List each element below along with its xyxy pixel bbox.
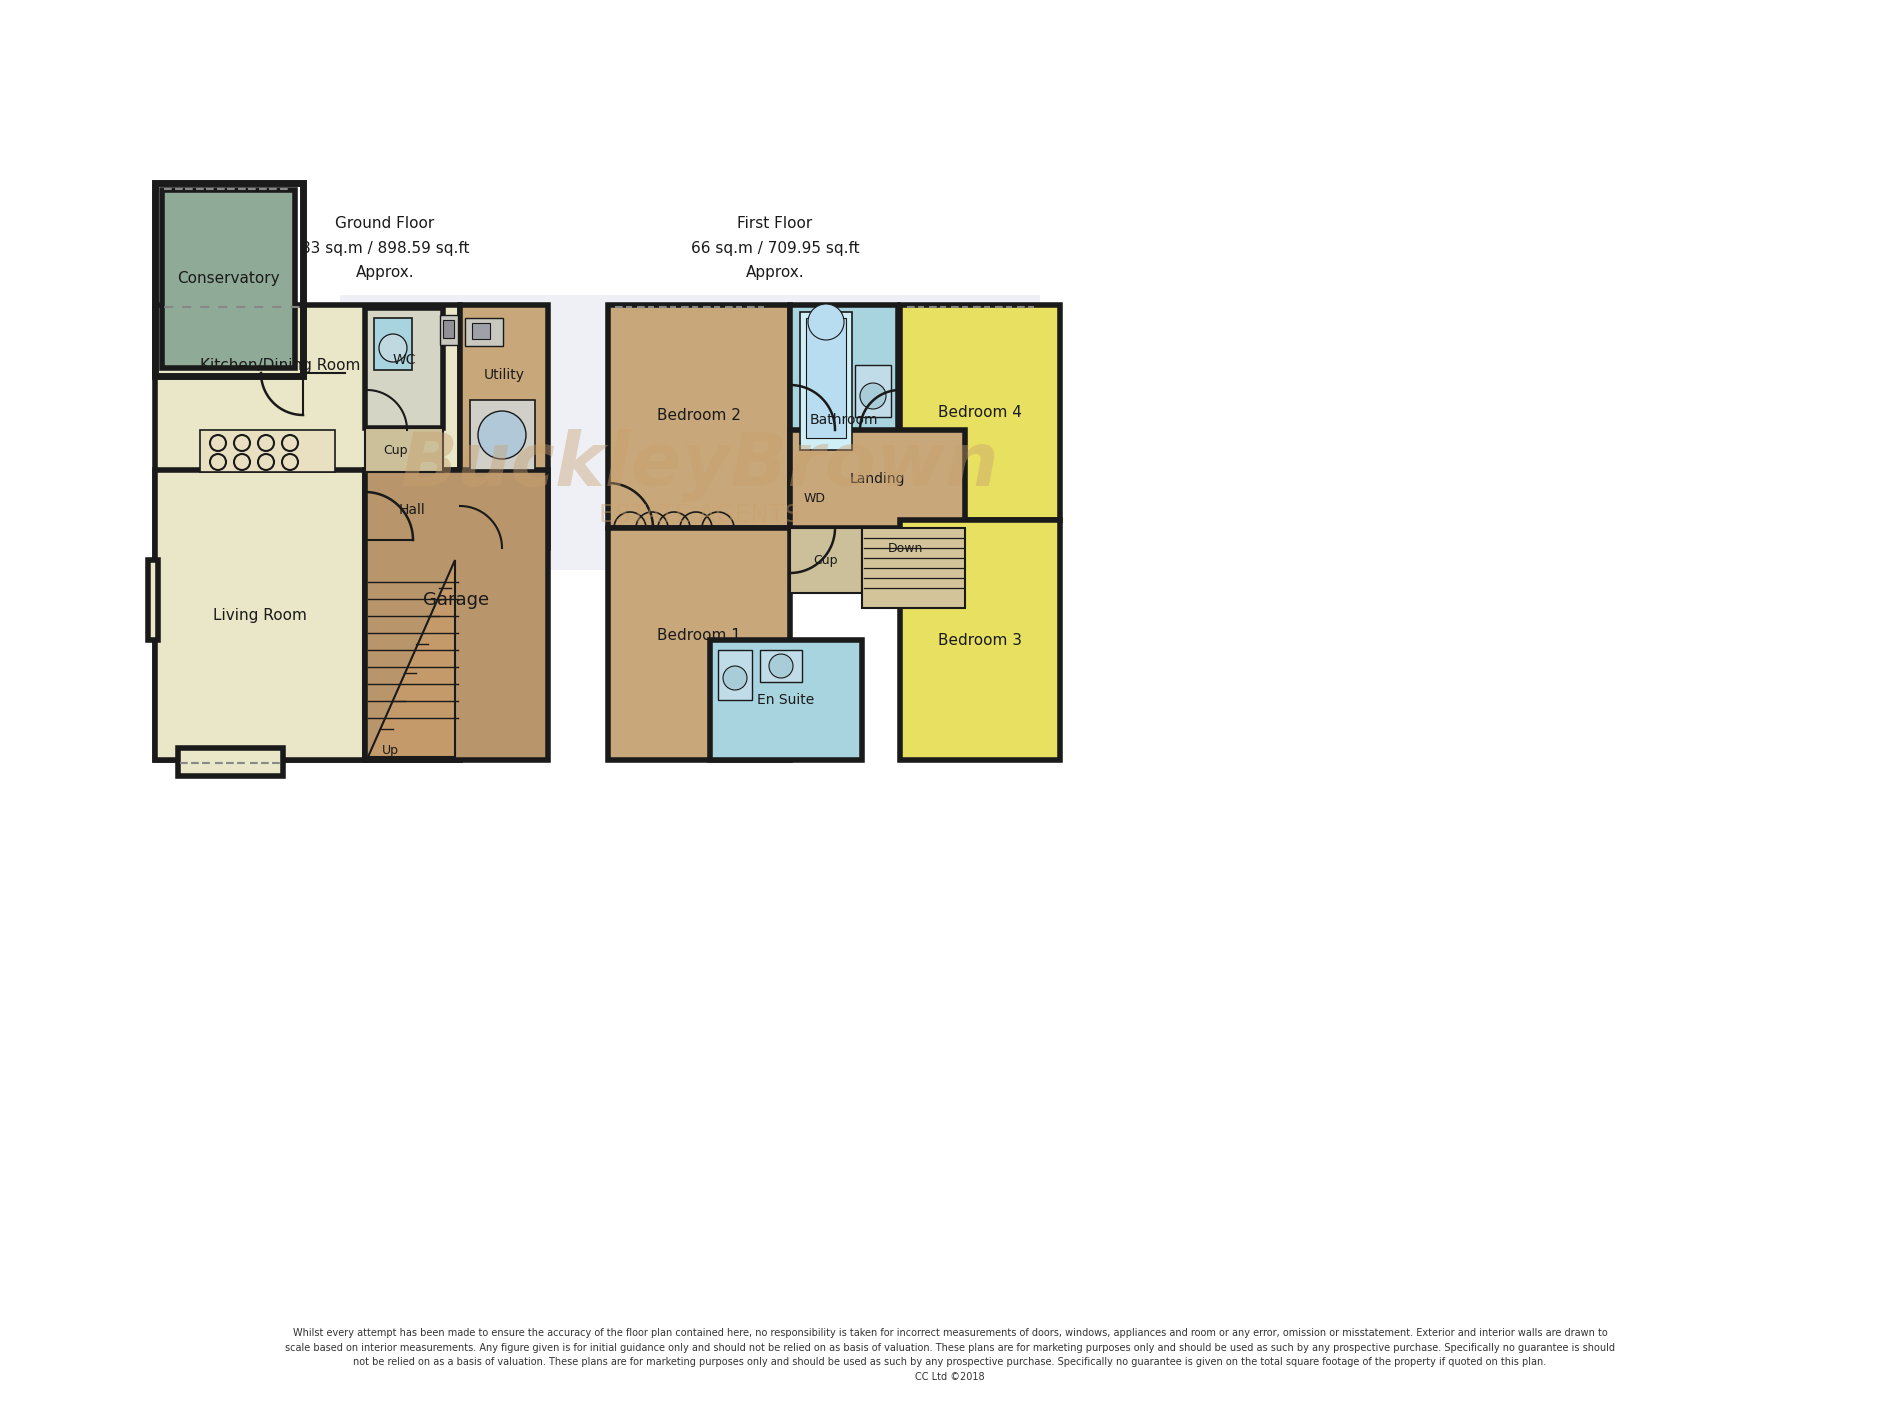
Text: ESTATE AGENTS: ESTATE AGENTS — [598, 503, 800, 527]
Bar — [608, 305, 790, 529]
Text: Bedroom 3: Bedroom 3 — [939, 633, 1022, 647]
Bar — [365, 308, 443, 428]
Bar — [340, 295, 1039, 570]
Text: WC: WC — [391, 353, 416, 368]
Text: Cup: Cup — [813, 553, 838, 567]
Bar — [863, 529, 965, 608]
Bar — [162, 190, 294, 368]
Text: En Suite: En Suite — [758, 693, 815, 707]
Text: Landing: Landing — [849, 472, 904, 486]
Bar — [466, 318, 504, 346]
Bar — [718, 650, 752, 700]
Bar — [156, 470, 365, 760]
Circle shape — [378, 333, 407, 362]
Bar — [855, 365, 891, 418]
Bar — [365, 470, 460, 760]
Bar — [443, 321, 454, 338]
Text: Bathroom: Bathroom — [809, 413, 878, 427]
Text: Down: Down — [887, 542, 923, 554]
Bar — [790, 430, 965, 529]
Bar — [200, 430, 334, 472]
Text: Ground Floor
83 sq.m / 898.59 sq.ft
Approx.: Ground Floor 83 sq.m / 898.59 sq.ft Appr… — [300, 217, 469, 281]
Text: Hall: Hall — [399, 503, 426, 517]
Bar — [760, 650, 802, 683]
Circle shape — [479, 410, 526, 459]
Bar — [156, 182, 302, 376]
Text: WD: WD — [804, 492, 826, 504]
Bar — [441, 315, 458, 345]
Text: Kitchen/Dining Room: Kitchen/Dining Room — [200, 358, 361, 372]
Bar — [901, 305, 1060, 520]
Text: BuckleyBrown: BuckleyBrown — [401, 429, 999, 502]
Text: Whilst every attempt has been made to ensure the accuracy of the floor plan cont: Whilst every attempt has been made to en… — [285, 1328, 1615, 1382]
Bar — [156, 305, 460, 760]
Text: Conservatory: Conservatory — [177, 271, 279, 285]
Text: Bedroom 2: Bedroom 2 — [657, 408, 741, 422]
Bar — [469, 400, 536, 470]
Bar — [471, 323, 490, 339]
Text: Cup: Cup — [382, 443, 407, 456]
Text: Utility: Utility — [483, 368, 524, 382]
Circle shape — [808, 304, 844, 341]
Bar — [901, 520, 1060, 760]
Bar — [179, 748, 283, 777]
Text: Bedroom 4: Bedroom 4 — [939, 405, 1022, 419]
Text: Living Room: Living Room — [213, 607, 308, 623]
Bar — [148, 560, 158, 640]
Text: Up: Up — [382, 744, 399, 757]
Bar — [608, 529, 790, 760]
Circle shape — [861, 383, 885, 409]
Polygon shape — [369, 560, 454, 757]
Text: First Floor
66 sq.m / 709.95 sq.ft
Approx.: First Floor 66 sq.m / 709.95 sq.ft Appro… — [692, 217, 859, 281]
Bar — [365, 470, 547, 760]
Text: Garage: Garage — [424, 591, 488, 608]
Bar — [806, 318, 846, 437]
Bar — [365, 428, 443, 472]
Bar — [790, 305, 899, 520]
Circle shape — [770, 654, 792, 678]
Circle shape — [724, 665, 747, 690]
Bar — [460, 305, 547, 549]
Bar — [711, 640, 863, 760]
Text: Bedroom 1: Bedroom 1 — [657, 627, 741, 643]
Bar — [800, 312, 851, 450]
Bar — [790, 529, 863, 593]
Bar — [374, 318, 412, 370]
